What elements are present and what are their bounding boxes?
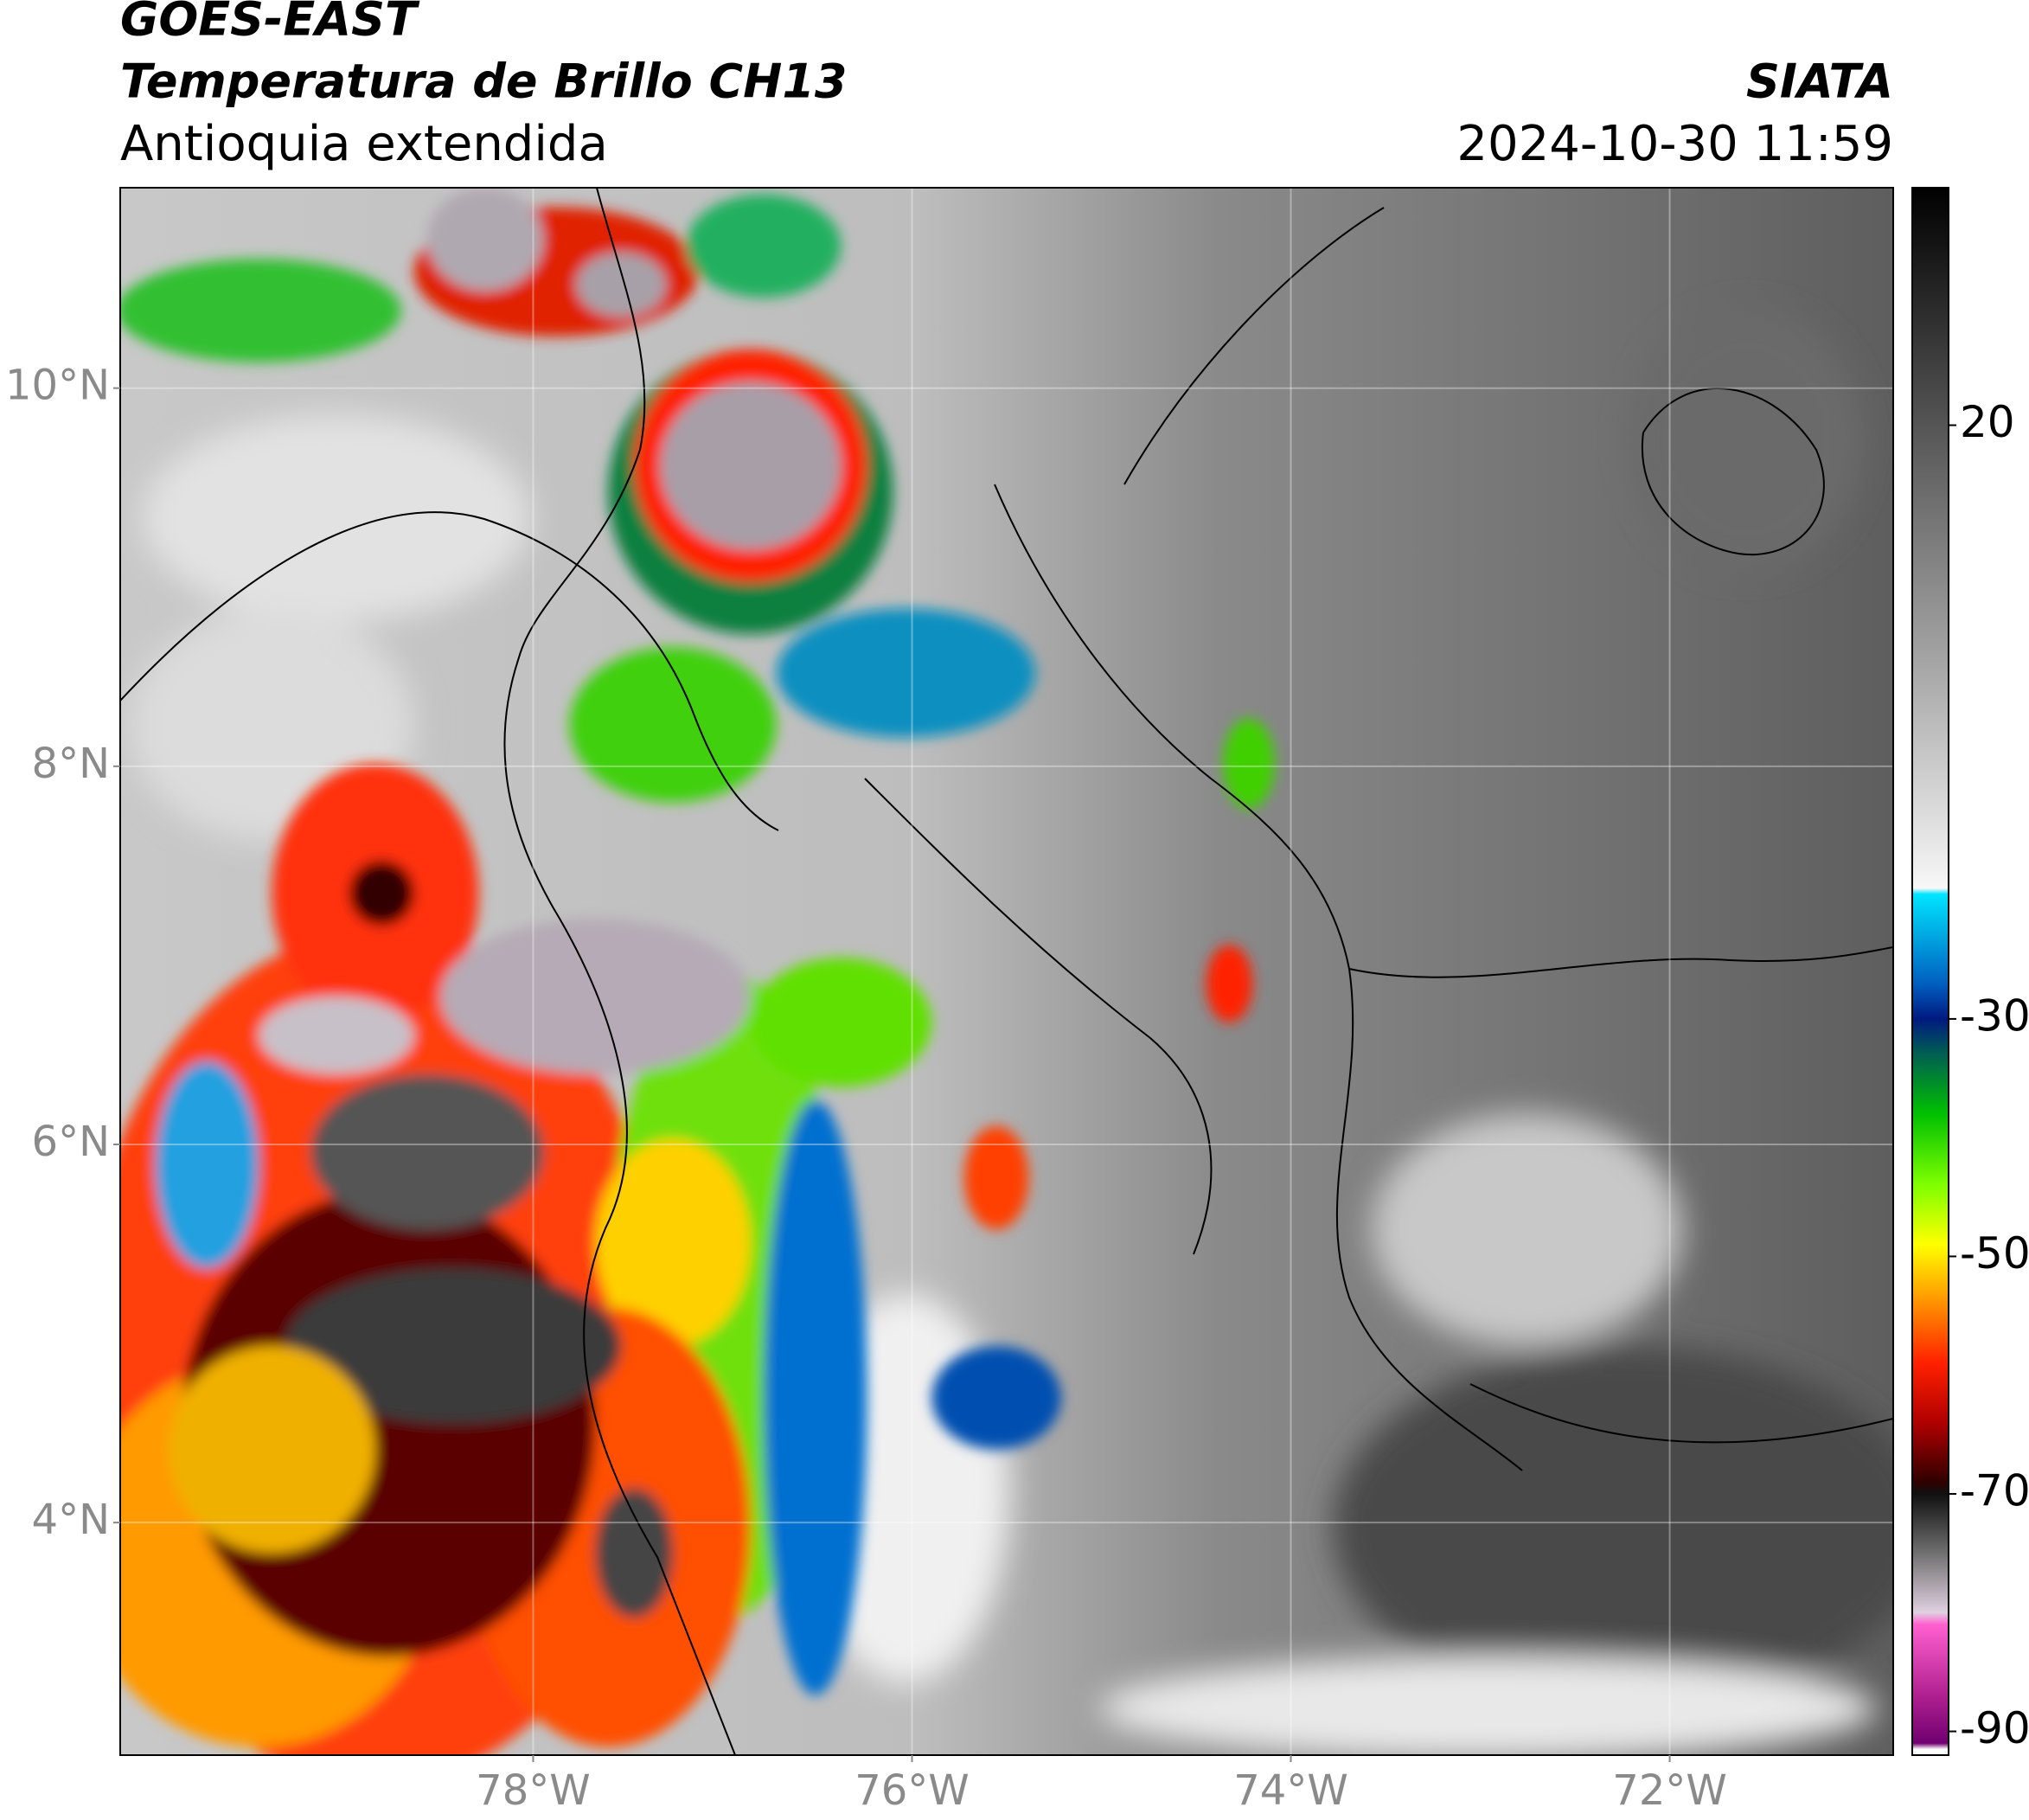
colorbar-axis: 20 -30 -50 -70 -90 bbox=[1949, 397, 2029, 1753]
y-tick-label: 10°N bbox=[5, 362, 110, 410]
colorbar-tick-label: 20 bbox=[1960, 397, 2015, 447]
source: SIATA bbox=[1746, 54, 1893, 109]
title: GOES-EAST bbox=[120, 0, 420, 47]
y-tick-label: 6°N bbox=[32, 1118, 110, 1166]
colorbar-tick-label: -50 bbox=[1960, 1228, 2029, 1278]
colorbar-tick-label: -90 bbox=[1960, 1703, 2029, 1753]
colorbar bbox=[1911, 187, 1949, 1756]
satellite-image bbox=[120, 188, 1893, 1755]
y-tick-label: 4°N bbox=[32, 1496, 110, 1544]
colorbar-tick-label: -30 bbox=[1960, 990, 2029, 1041]
x-tick-label: 74°W bbox=[1233, 1766, 1348, 1815]
axes: 78°W 76°W 74°W 72°W 10°N 8°N 6°N 4°N bbox=[5, 362, 1727, 1815]
region: Antioquia extendida bbox=[120, 116, 608, 172]
grid bbox=[120, 188, 1893, 1755]
y-tick-label: 8°N bbox=[32, 740, 110, 788]
x-tick-label: 72°W bbox=[1612, 1766, 1727, 1815]
map-frame bbox=[119, 187, 1894, 1756]
subtitle: Temperatura de Brillo CH13 bbox=[120, 54, 848, 109]
x-tick-label: 76°W bbox=[854, 1766, 970, 1815]
timestamp: 2024-10-30 11:59 bbox=[1456, 116, 1893, 172]
x-tick-label: 78°W bbox=[476, 1766, 591, 1815]
colorbar-tick-label: -70 bbox=[1960, 1466, 2029, 1516]
